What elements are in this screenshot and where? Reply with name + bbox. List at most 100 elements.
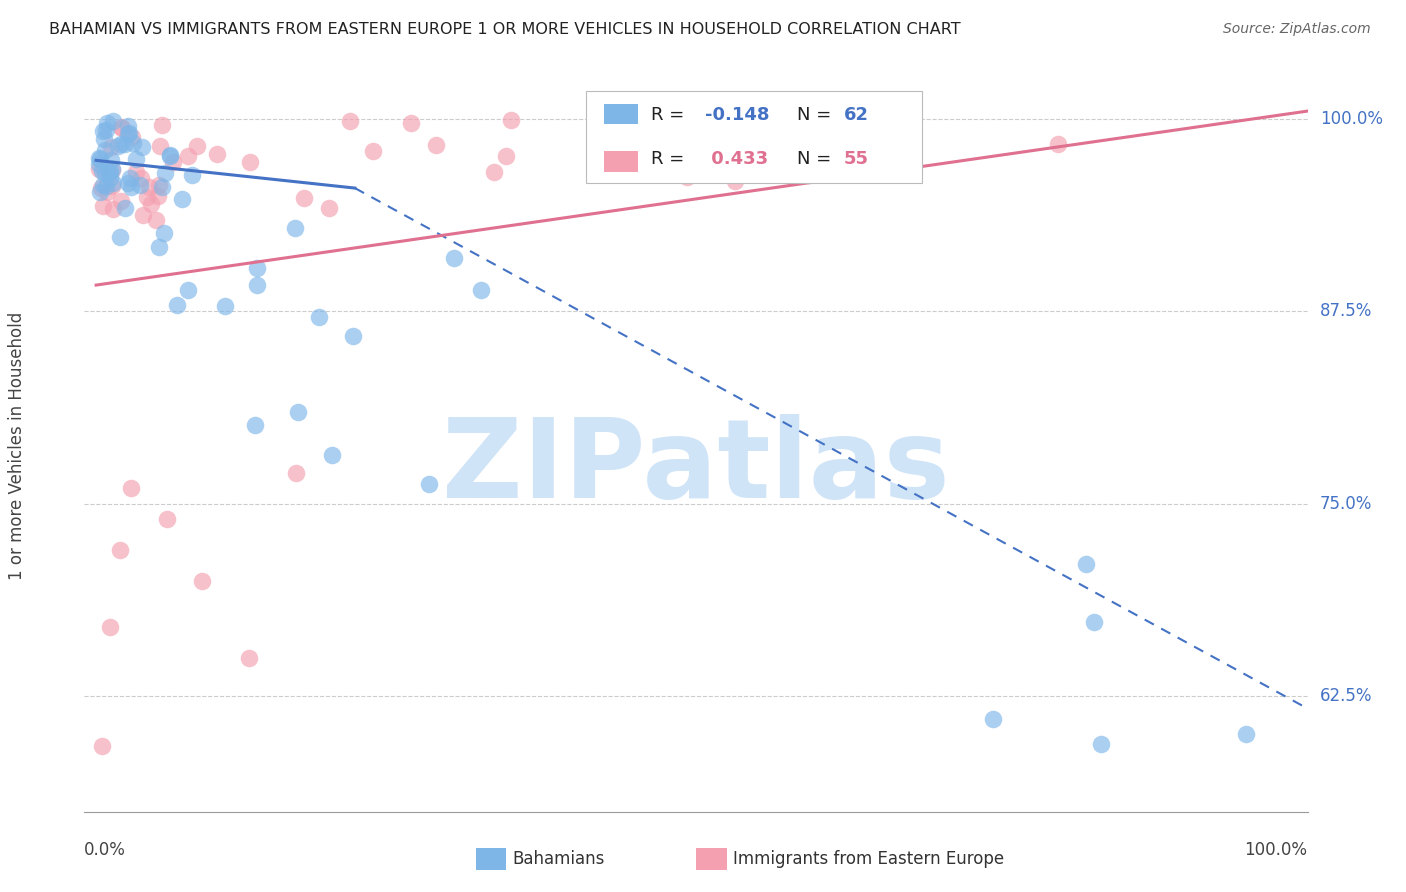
Point — [110, 194, 132, 209]
Point — [87, 161, 110, 176]
Point — [101, 162, 124, 177]
Point — [162, 154, 184, 169]
Point — [191, 574, 214, 588]
Point — [797, 168, 820, 182]
Point — [631, 130, 654, 145]
Point — [89, 152, 111, 166]
Text: 0.0%: 0.0% — [84, 841, 127, 859]
Point — [292, 191, 315, 205]
Point — [97, 165, 120, 179]
Point — [138, 179, 160, 194]
Point — [101, 176, 124, 190]
Text: 100.0%: 100.0% — [1244, 841, 1308, 859]
Point — [741, 126, 763, 140]
Text: R =: R = — [651, 150, 690, 168]
Point — [101, 178, 124, 193]
Point — [121, 130, 143, 145]
Point — [246, 278, 269, 293]
Point — [214, 299, 236, 313]
Point — [125, 152, 148, 166]
Point — [321, 448, 343, 462]
Point — [132, 208, 155, 222]
Text: 75.0%: 75.0% — [1320, 495, 1372, 513]
Point — [110, 136, 132, 151]
Point — [443, 251, 465, 265]
Point — [148, 240, 170, 254]
Point — [94, 143, 117, 157]
Text: N =: N = — [797, 105, 838, 124]
Point — [125, 165, 148, 179]
Point — [141, 197, 163, 211]
Point — [94, 178, 117, 193]
Point — [94, 123, 117, 137]
Point — [90, 181, 112, 195]
Point — [284, 220, 307, 235]
Point — [470, 283, 492, 297]
Point — [186, 139, 208, 153]
Point — [117, 127, 139, 141]
Point — [129, 170, 152, 185]
Text: R =: R = — [651, 105, 690, 124]
Point — [94, 166, 117, 180]
Text: 1 or more Vehicles in Household: 1 or more Vehicles in Household — [8, 312, 27, 580]
Text: Bahamians: Bahamians — [512, 850, 605, 868]
Text: N =: N = — [797, 150, 838, 168]
Point — [870, 118, 893, 132]
Point — [107, 139, 129, 153]
Point — [177, 283, 200, 297]
FancyBboxPatch shape — [696, 848, 727, 871]
Point — [93, 131, 115, 145]
Point — [152, 118, 174, 132]
Point — [1090, 737, 1112, 751]
Point — [245, 417, 267, 432]
Point — [401, 116, 423, 130]
Point — [495, 149, 517, 163]
Point — [117, 177, 139, 191]
Point — [239, 155, 262, 169]
Point — [1074, 557, 1097, 571]
Text: 55: 55 — [844, 150, 869, 168]
Point — [425, 138, 447, 153]
Point — [981, 712, 1004, 726]
Point — [100, 163, 122, 178]
Point — [100, 153, 122, 168]
Point — [238, 650, 260, 665]
Text: 100.0%: 100.0% — [1320, 110, 1384, 128]
Text: 0.433: 0.433 — [704, 150, 768, 168]
Point — [285, 466, 308, 480]
Point — [89, 185, 111, 199]
Point — [872, 145, 894, 159]
Point — [120, 481, 142, 495]
Point — [153, 227, 176, 241]
Point — [181, 169, 204, 183]
Point — [91, 124, 114, 138]
FancyBboxPatch shape — [475, 848, 506, 871]
Point — [111, 120, 134, 135]
FancyBboxPatch shape — [605, 152, 638, 171]
Point — [499, 112, 522, 127]
Point — [98, 620, 121, 634]
Point — [153, 166, 176, 180]
FancyBboxPatch shape — [605, 103, 638, 124]
FancyBboxPatch shape — [586, 91, 922, 183]
Text: 62: 62 — [844, 105, 869, 124]
Point — [89, 153, 111, 167]
Point — [120, 179, 142, 194]
Point — [136, 190, 159, 204]
Point — [118, 126, 141, 140]
Point — [418, 476, 440, 491]
Point — [287, 405, 309, 419]
Point — [342, 329, 364, 343]
Point — [150, 180, 173, 194]
Text: Immigrants from Eastern Europe: Immigrants from Eastern Europe — [733, 850, 1004, 868]
Point — [1047, 136, 1070, 151]
Point — [723, 174, 745, 188]
Point — [100, 140, 122, 154]
Point — [159, 147, 181, 161]
Point — [108, 230, 131, 244]
Text: 62.5%: 62.5% — [1320, 687, 1372, 706]
Point — [117, 120, 139, 134]
Point — [114, 201, 136, 215]
Point — [98, 170, 121, 185]
Point — [146, 188, 169, 202]
